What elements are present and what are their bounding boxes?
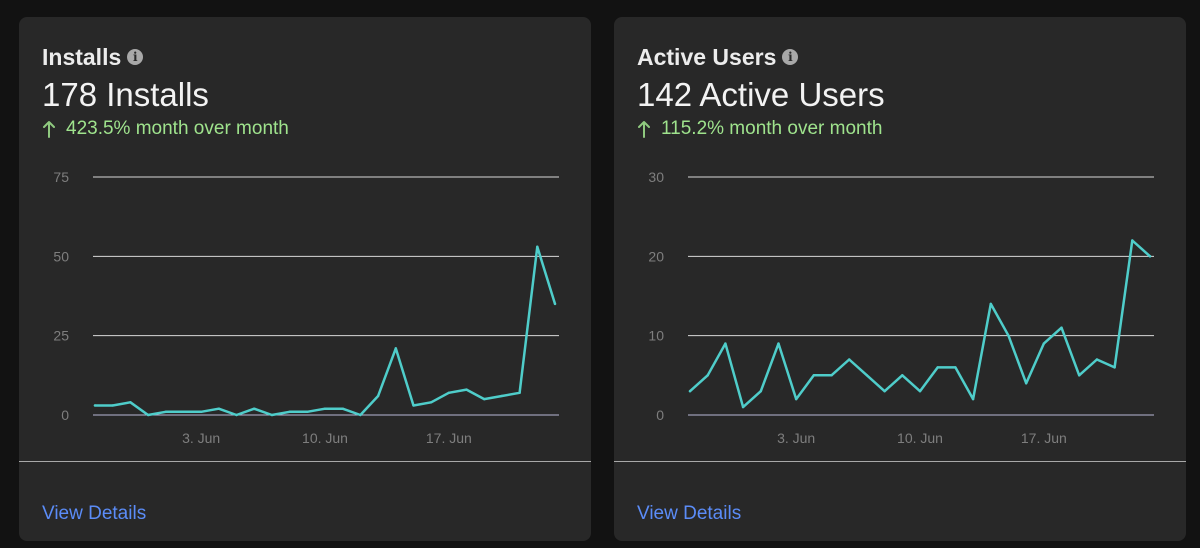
data-point	[93, 404, 97, 407]
data-point	[936, 366, 939, 369]
data-point	[288, 410, 291, 414]
data-point	[1131, 239, 1134, 242]
data-point	[1042, 342, 1046, 345]
data-point	[146, 413, 150, 417]
card-title: Active Users	[637, 43, 777, 70]
data-point	[465, 388, 468, 391]
divider	[614, 461, 1186, 462]
x-tick-label: 17. Jun	[426, 430, 472, 446]
data-point	[1113, 366, 1116, 369]
data-point	[483, 397, 486, 401]
change-text: 423.5% month over month	[66, 118, 289, 139]
y-tick-label: 50	[53, 248, 69, 264]
data-point	[865, 374, 869, 377]
data-point	[741, 405, 745, 409]
data-point	[323, 407, 327, 410]
y-tick-label: 20	[648, 248, 664, 264]
active-users-card: Active Users i 142 Active Users 115.2% m…	[614, 17, 1186, 541]
data-point	[989, 302, 992, 306]
headline-value: 178 Installs	[42, 76, 209, 113]
data-point	[217, 407, 221, 410]
x-tick-label: 10. Jun	[302, 430, 348, 446]
data-point	[1024, 382, 1028, 385]
change-text: 115.2% month over month	[661, 118, 883, 139]
view-details-link[interactable]: View Details	[42, 503, 147, 524]
arrow-up-icon	[638, 121, 650, 138]
arrow-up-icon	[43, 121, 55, 138]
data-point	[1078, 374, 1081, 377]
data-point	[688, 390, 692, 393]
data-point	[341, 407, 344, 410]
data-point	[553, 302, 557, 306]
data-point	[971, 397, 975, 401]
y-tick-label: 10	[648, 328, 664, 344]
data-point	[394, 347, 397, 350]
x-tick-label: 3. Jun	[777, 430, 815, 446]
data-point	[199, 410, 203, 414]
data-point	[111, 404, 114, 407]
data-point	[954, 366, 957, 369]
data-point	[830, 374, 833, 377]
data-point	[412, 404, 415, 407]
x-tick-label: 17. Jun	[1021, 430, 1067, 446]
data-point	[724, 342, 727, 345]
data-point	[253, 407, 256, 410]
data-point	[901, 374, 904, 377]
y-tick-label: 25	[53, 328, 69, 344]
data-point	[777, 342, 780, 345]
x-tick-label: 10. Jun	[897, 430, 943, 446]
data-point	[883, 390, 886, 393]
data-point	[1095, 358, 1099, 361]
installs-line-chart: 0 25 50 75 3. Jun 10. Jun 17. Jun	[53, 169, 559, 446]
data-point	[518, 391, 521, 394]
data-point	[306, 410, 309, 414]
data-point	[536, 245, 539, 249]
data-point	[359, 413, 362, 417]
data-point	[500, 394, 504, 398]
data-point	[848, 358, 851, 361]
data-point	[1007, 334, 1010, 337]
info-icon[interactable]: i	[127, 49, 144, 65]
series-line	[93, 245, 557, 417]
headline-value: 142 Active Users	[637, 76, 885, 113]
info-icon[interactable]: i	[782, 49, 799, 65]
y-tick-label: 75	[53, 169, 69, 185]
data-point	[376, 394, 380, 398]
data-point	[235, 413, 238, 417]
data-point	[182, 410, 185, 414]
data-point	[812, 374, 816, 377]
data-point	[1060, 326, 1063, 329]
data-point	[164, 410, 167, 414]
y-tick-label: 0	[656, 407, 664, 423]
data-point	[1148, 255, 1152, 258]
divider	[19, 461, 591, 462]
data-point	[129, 401, 132, 404]
data-point	[447, 391, 451, 394]
data-point	[429, 401, 433, 404]
y-tick-label: 0	[61, 407, 69, 423]
data-point	[918, 390, 922, 393]
data-point	[759, 390, 762, 393]
view-details-link[interactable]: View Details	[637, 503, 742, 524]
active-users-line-chart: 0 10 20 30 3. Jun 10. Jun 17. Jun	[648, 169, 1154, 446]
installs-card: Installs i 178 Installs 423.5% month ove…	[19, 17, 591, 541]
data-point	[706, 374, 709, 377]
series-line	[688, 239, 1152, 409]
x-tick-label: 3. Jun	[182, 430, 220, 446]
data-point	[794, 397, 798, 401]
y-tick-label: 30	[648, 169, 664, 185]
card-title: Installs	[42, 43, 122, 70]
data-point	[270, 413, 274, 417]
